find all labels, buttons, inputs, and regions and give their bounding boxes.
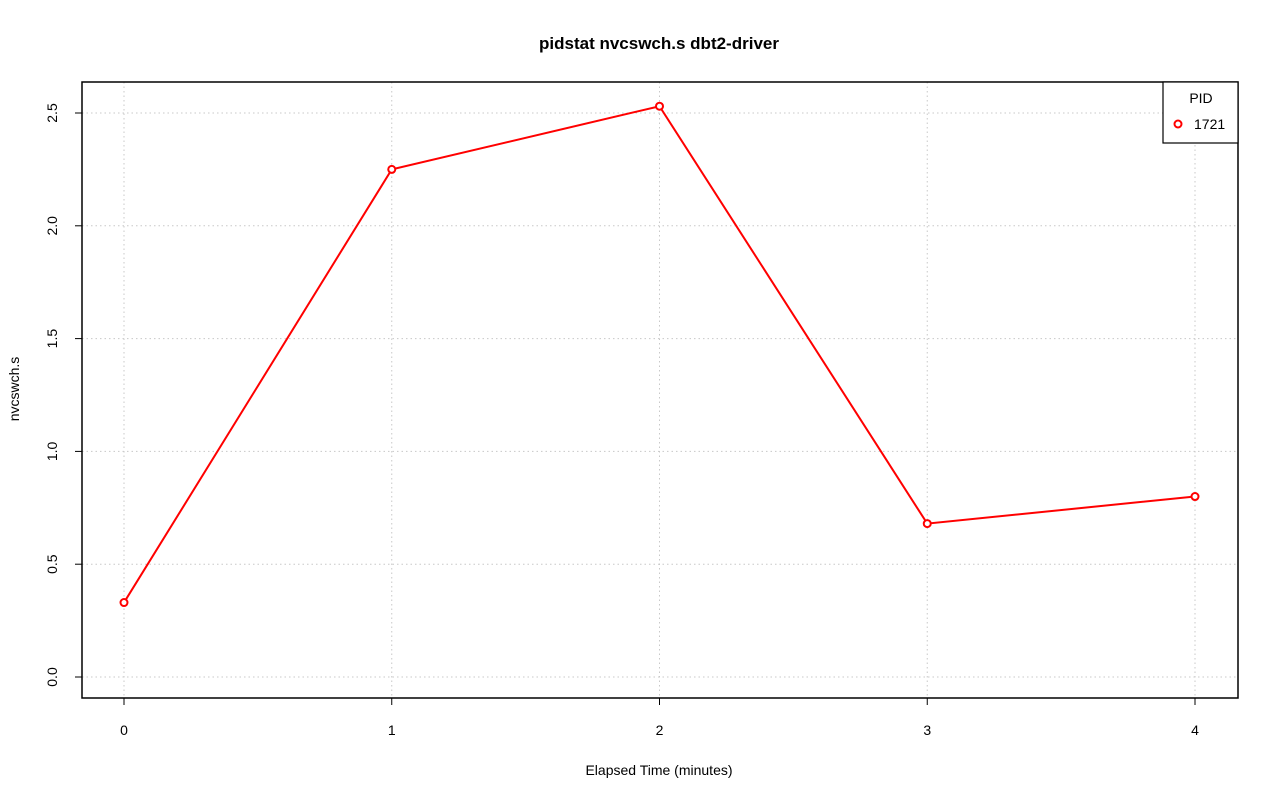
chart-title: pidstat nvcswch.s dbt2-driver [539,34,779,53]
legend-title: PID [1189,90,1212,106]
x-tick-label: 2 [656,722,664,738]
legend: PID 1721 [1162,81,1239,144]
y-tick-label: 0.0 [44,667,60,687]
x-tick-label: 0 [120,722,128,738]
y-tick-label: 1.0 [44,441,60,461]
data-point [387,164,397,174]
y-axis-label: nvcswch.s [6,357,22,422]
legend-box [1162,81,1239,144]
x-tick-label: 4 [1191,722,1199,738]
legend-marker [1173,119,1183,129]
data-point [119,598,129,608]
legend-entry-label: 1721 [1194,116,1225,132]
grid [82,82,1238,698]
x-tick-label: 1 [388,722,396,738]
y-tick-label: 2.0 [44,216,60,236]
data-point [922,519,932,529]
x-axis: 0 1 2 3 4 [120,698,1199,738]
x-tick-label: 3 [923,722,931,738]
data-point [655,101,664,111]
y-tick-label: 1.5 [44,329,60,349]
series-layer [119,101,1200,608]
y-tick-label: 0.5 [44,554,60,574]
data-point [1190,492,1200,502]
y-tick-label: 2.5 [44,103,60,123]
y-axis: 0.0 0.5 1.0 1.5 2.0 2.5 [44,103,82,687]
x-axis-label: Elapsed Time (minutes) [585,762,732,778]
